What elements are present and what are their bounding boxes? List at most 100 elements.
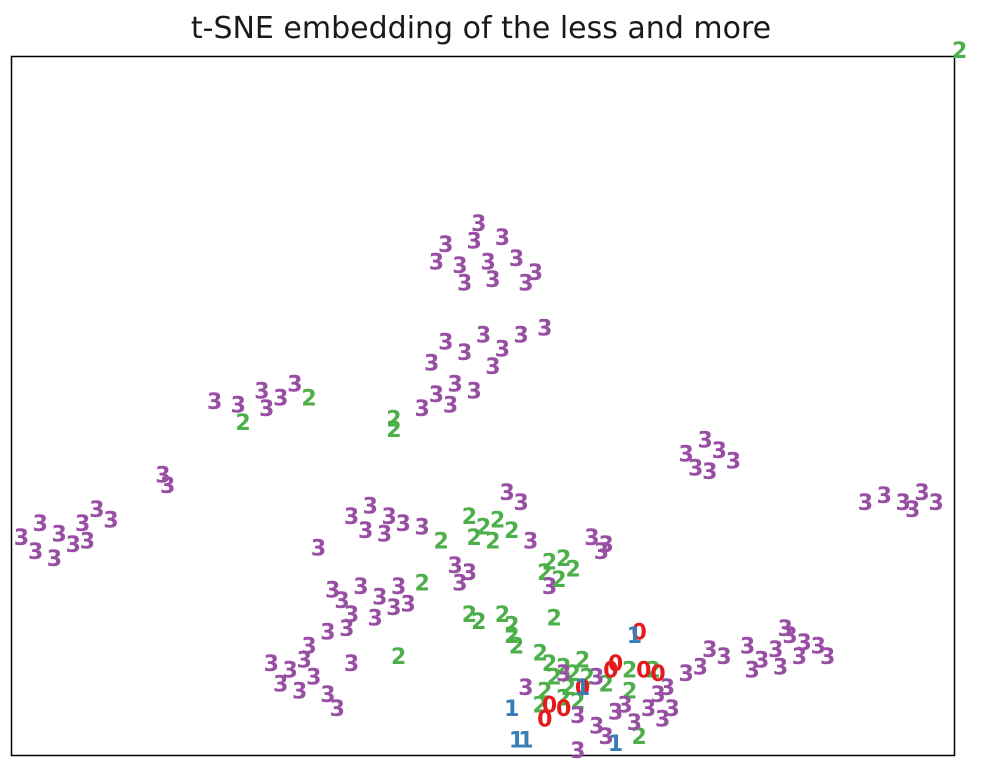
- point-label-2: 2: [532, 641, 547, 666]
- point-label-2: 2: [466, 526, 481, 551]
- point-label-3: 3: [627, 711, 642, 736]
- point-label-3: 3: [367, 606, 382, 631]
- point-label-3: 3: [471, 212, 486, 237]
- point-label-3: 3: [485, 268, 500, 293]
- point-label-2: 2: [476, 516, 491, 541]
- point-label-3: 3: [462, 561, 477, 586]
- point-label-1: 1: [627, 624, 642, 649]
- point-label-2: 2: [598, 673, 613, 698]
- point-label-3: 3: [726, 449, 741, 474]
- point-label-3: 3: [297, 648, 312, 673]
- point-label-3: 3: [702, 460, 717, 485]
- point-label-3: 3: [716, 645, 731, 670]
- point-label-3: 3: [712, 439, 727, 464]
- point-label-1: 1: [509, 729, 524, 754]
- point-label-3: 3: [457, 271, 472, 296]
- point-label-3: 3: [655, 708, 670, 733]
- point-label-3: 3: [363, 495, 378, 520]
- point-label-3: 3: [33, 512, 48, 537]
- point-label-3: 3: [697, 428, 712, 453]
- point-label-2: 2: [575, 648, 590, 673]
- point-label-3: 3: [905, 498, 920, 523]
- point-label-3: 3: [495, 338, 510, 363]
- point-label-3: 3: [556, 662, 571, 687]
- point-label-2: 2: [547, 606, 562, 631]
- point-label-3: 3: [778, 617, 793, 642]
- point-label-3: 3: [858, 491, 873, 516]
- point-label-3: 3: [466, 380, 481, 405]
- point-label-3: 3: [476, 324, 491, 349]
- point-label-3: 3: [438, 233, 453, 258]
- point-label-3: 3: [877, 484, 892, 509]
- point-label-3: 3: [688, 456, 703, 481]
- point-label-3: 3: [301, 634, 316, 659]
- point-label-3: 3: [66, 533, 81, 558]
- point-label-3: 3: [702, 638, 717, 663]
- point-label-3: 3: [254, 380, 269, 405]
- point-label-3: 3: [754, 648, 769, 673]
- point-label-0: 0: [608, 652, 623, 677]
- point-label-3: 3: [452, 254, 467, 279]
- point-label-2: 2: [504, 519, 519, 544]
- point-label-3: 3: [353, 575, 368, 600]
- point-label-3: 3: [231, 394, 246, 419]
- point-label-3: 3: [207, 390, 222, 415]
- point-label-2: 2: [386, 418, 401, 443]
- point-label-2: 2: [542, 652, 557, 677]
- point-label-3: 3: [75, 512, 90, 537]
- point-label-2: 2: [415, 572, 430, 597]
- point-label-3: 3: [452, 572, 467, 597]
- point-label-3: 3: [518, 676, 533, 701]
- point-label-3: 3: [424, 352, 439, 377]
- point-label-3: 3: [598, 725, 613, 750]
- point-label-2: 2: [570, 690, 585, 715]
- point-label-0: 0: [556, 697, 571, 722]
- point-label-3: 3: [466, 230, 481, 255]
- point-label-3: 3: [429, 383, 444, 408]
- point-label-3: 3: [914, 481, 929, 506]
- point-label-3: 3: [52, 523, 67, 548]
- point-label-3: 3: [499, 481, 514, 506]
- point-label-3: 3: [429, 250, 444, 275]
- point-label-3: 3: [306, 666, 321, 691]
- point-label-3: 3: [650, 683, 665, 708]
- point-label-3: 3: [537, 317, 552, 342]
- point-label-3: 3: [400, 592, 415, 617]
- point-label-3: 3: [485, 355, 500, 380]
- point-label-3: 3: [664, 697, 679, 722]
- point-label-3: 3: [372, 586, 387, 611]
- point-label-3: 3: [320, 620, 335, 645]
- point-label-3: 3: [608, 701, 623, 726]
- point-label-0: 0: [575, 676, 590, 701]
- point-label-3: 3: [287, 373, 302, 398]
- point-label-3: 3: [80, 530, 95, 555]
- point-label-2: 2: [542, 551, 557, 576]
- point-label-3: 3: [330, 697, 345, 722]
- point-label-3: 3: [339, 617, 354, 642]
- point-label-3: 3: [660, 676, 675, 701]
- point-label-3: 3: [773, 655, 788, 680]
- point-label-3: 3: [928, 491, 943, 516]
- point-label-2: 2: [509, 634, 524, 659]
- point-label-2: 2: [504, 613, 519, 638]
- point-label-2: 2: [551, 568, 566, 593]
- point-label-3: 3: [259, 397, 274, 422]
- point-label-3: 3: [589, 666, 604, 691]
- point-label-2: 2: [561, 676, 576, 701]
- point-label-3: 3: [782, 624, 797, 649]
- point-label-2: 2: [631, 725, 646, 750]
- point-label-2: 2: [462, 603, 477, 628]
- point-label-3: 3: [386, 596, 401, 621]
- plot-area-frame: [10, 55, 956, 757]
- point-label-3: 3: [14, 526, 29, 551]
- point-label-3: 3: [589, 715, 604, 740]
- point-label-0: 0: [537, 708, 552, 733]
- point-label-3: 3: [155, 463, 170, 488]
- point-label-2: 2: [537, 561, 552, 586]
- point-label-3: 3: [514, 491, 529, 516]
- point-label-3: 3: [273, 387, 288, 412]
- point-label-2: 2: [490, 509, 505, 534]
- point-label-3: 3: [641, 697, 656, 722]
- point-label-3: 3: [325, 579, 340, 604]
